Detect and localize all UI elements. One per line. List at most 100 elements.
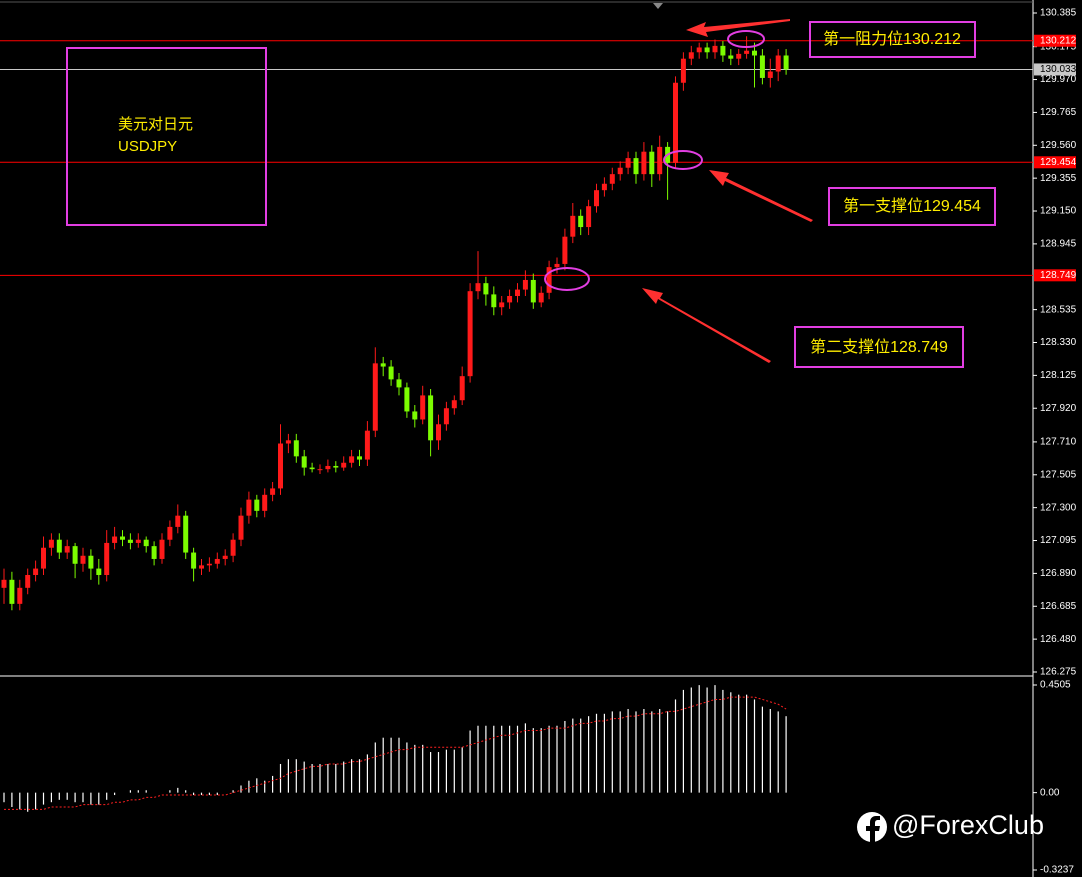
candle-body bbox=[515, 289, 520, 297]
annotation-box bbox=[794, 326, 964, 368]
candle-body bbox=[775, 55, 781, 72]
candle-body bbox=[562, 236, 568, 264]
candle-body bbox=[712, 45, 718, 53]
candle-body bbox=[96, 568, 102, 575]
y-tick-label: 128.125 bbox=[1040, 370, 1077, 381]
candle-body bbox=[728, 55, 734, 59]
arrow bbox=[642, 288, 771, 363]
candle-body bbox=[364, 430, 370, 460]
annotation: 第一阻力位130.212 bbox=[823, 30, 961, 48]
level-label: 129.454 bbox=[1040, 157, 1077, 168]
candle-body bbox=[388, 366, 394, 380]
y-tick-label: 128.535 bbox=[1040, 304, 1077, 315]
y-tick-label: 128.330 bbox=[1040, 337, 1077, 348]
candle-body bbox=[475, 283, 481, 292]
y-tick-label: 128.945 bbox=[1040, 239, 1077, 250]
candle-body bbox=[127, 539, 133, 543]
candle-body bbox=[767, 71, 773, 78]
y-tick-label: 126.275 bbox=[1040, 667, 1077, 678]
arrow bbox=[709, 170, 813, 222]
candle-body bbox=[222, 555, 228, 559]
candle-body bbox=[744, 50, 750, 54]
candle-body bbox=[206, 563, 212, 566]
candle-body bbox=[499, 302, 505, 308]
level-marker bbox=[1034, 34, 1076, 47]
candle-body bbox=[680, 58, 686, 83]
candle-body bbox=[617, 167, 623, 175]
candle-body bbox=[546, 267, 552, 293]
candle-body bbox=[246, 499, 252, 516]
y-tick-label: 127.920 bbox=[1040, 403, 1077, 414]
highlight-ellipse bbox=[663, 150, 703, 170]
highlight-ellipse bbox=[727, 30, 765, 48]
candle-body bbox=[159, 539, 165, 559]
candle-body bbox=[483, 283, 489, 295]
y-tick-label: 130.385 bbox=[1040, 8, 1077, 19]
candle-body bbox=[554, 263, 560, 268]
candle-body bbox=[404, 387, 410, 412]
candle-body bbox=[48, 539, 54, 548]
candle-body bbox=[491, 294, 497, 308]
candle-body bbox=[135, 539, 141, 543]
candle-body bbox=[451, 400, 457, 409]
candle-body bbox=[17, 587, 23, 604]
candle-body bbox=[720, 45, 726, 56]
candle-body bbox=[325, 465, 331, 470]
candle-body bbox=[199, 565, 204, 569]
candle-body bbox=[601, 183, 607, 191]
candle-body bbox=[25, 574, 31, 588]
subtitle: USDJPY bbox=[118, 138, 177, 155]
candle-body bbox=[104, 542, 110, 575]
candle-body bbox=[609, 174, 615, 184]
y-tick-label: 127.300 bbox=[1040, 502, 1077, 513]
candle-body bbox=[704, 47, 710, 53]
candle-body bbox=[649, 151, 655, 175]
y-tick-label: 126.685 bbox=[1040, 601, 1077, 612]
candle-body bbox=[72, 546, 78, 564]
candle-body bbox=[696, 47, 702, 53]
candle-body bbox=[191, 552, 197, 569]
candle-body bbox=[1, 579, 7, 588]
candle-body bbox=[349, 456, 355, 463]
candle-body bbox=[151, 546, 157, 559]
level-marker bbox=[1034, 63, 1076, 76]
candle-body bbox=[436, 424, 441, 441]
candle-body bbox=[594, 190, 599, 207]
candle-body bbox=[333, 465, 339, 468]
level-label: 130.033 bbox=[1040, 64, 1077, 75]
candle-body bbox=[641, 151, 647, 175]
level-marker bbox=[1034, 156, 1076, 169]
y-tick-label: 130.175 bbox=[1040, 41, 1077, 52]
level-marker bbox=[1034, 269, 1076, 282]
annotation-box bbox=[809, 21, 976, 58]
candle-body bbox=[238, 515, 244, 540]
candle-body bbox=[586, 206, 592, 228]
candle-body bbox=[412, 411, 418, 420]
watermark-text: @ForexClub bbox=[892, 810, 1044, 840]
arrow bbox=[686, 19, 790, 37]
annotation: 第二支撑位128.749 bbox=[810, 338, 948, 356]
y-tick-label: 129.560 bbox=[1040, 140, 1077, 151]
title: 美元对日元 bbox=[118, 116, 193, 133]
candle-body bbox=[625, 158, 631, 168]
candle-body bbox=[230, 539, 236, 556]
candle-body bbox=[507, 296, 513, 303]
candle-body bbox=[285, 440, 291, 444]
candle-body bbox=[530, 279, 536, 303]
candle-body bbox=[270, 488, 276, 495]
signal-line bbox=[4, 696, 787, 810]
candle-body bbox=[752, 50, 757, 56]
candle-body bbox=[341, 462, 347, 468]
candle-body bbox=[570, 215, 576, 237]
y-tick-label: 0.00 bbox=[1040, 787, 1060, 798]
candle-body bbox=[33, 568, 39, 575]
candle-body bbox=[673, 82, 678, 163]
candle-body bbox=[262, 494, 268, 511]
highlight-ellipse bbox=[544, 267, 590, 291]
y-tick-label: 129.765 bbox=[1040, 107, 1077, 118]
level-label: 128.749 bbox=[1040, 270, 1077, 281]
annotation: 第一支撑位129.454 bbox=[843, 197, 981, 215]
watermark-icon-f bbox=[866, 816, 880, 842]
candle-body bbox=[278, 443, 283, 489]
